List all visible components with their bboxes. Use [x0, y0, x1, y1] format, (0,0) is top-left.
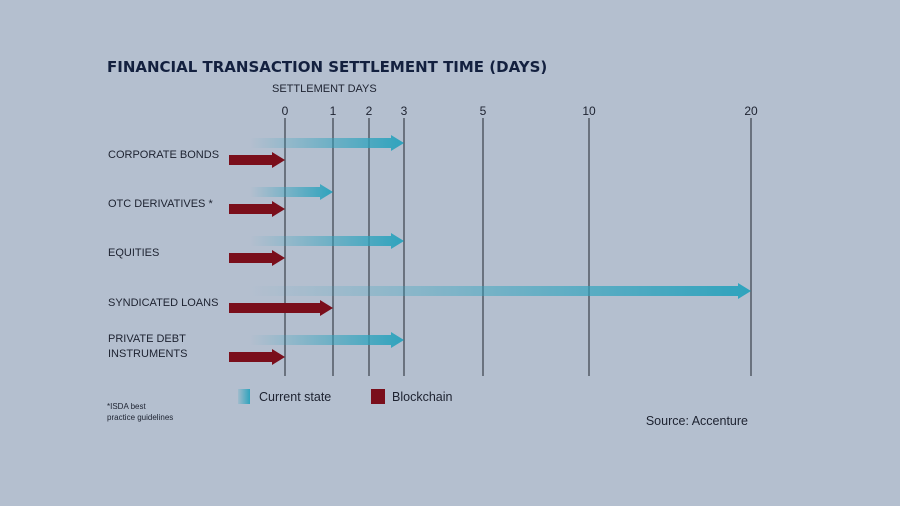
footnote-line-2: practice guidelines: [107, 413, 173, 422]
chart-title: FINANCIAL TRANSACTION SETTLEMENT TIME (D…: [107, 58, 547, 76]
legend: Current state Blockchain: [238, 389, 452, 404]
current-state-arrow: [250, 135, 404, 151]
x-axis-label: SETTLEMENT DAYS: [272, 83, 377, 95]
current-state-arrow: [250, 184, 333, 200]
blockchain-arrow: [229, 250, 285, 266]
legend-swatch-blockchain: [371, 389, 385, 404]
x-tick-label: 10: [582, 104, 596, 118]
current-state-arrow: [250, 283, 751, 299]
category-label: INSTRUMENTS: [108, 348, 187, 360]
category-label: EQUITIES: [108, 247, 159, 259]
category-label: PRIVATE DEBT: [108, 333, 186, 345]
footnote-line-1: *ISDA best: [107, 402, 146, 411]
x-tick-label: 2: [366, 104, 373, 118]
category-label: SYNDICATED LOANS: [108, 297, 218, 309]
legend-label-blockchain: Blockchain: [392, 390, 452, 404]
blockchain-arrow: [229, 152, 285, 168]
legend-swatch-current: [238, 389, 250, 404]
category-label: CORPORATE BONDS: [108, 149, 219, 161]
blockchain-arrow: [229, 349, 285, 365]
x-tick-label: 0: [282, 104, 289, 118]
blockchain-arrow: [229, 201, 285, 217]
current-state-arrow: [250, 233, 404, 249]
x-tick-label: 5: [480, 104, 487, 118]
category-label: OTC DERIVATIVES *: [108, 198, 213, 210]
blockchain-arrow: [229, 300, 333, 316]
current-state-arrow: [250, 332, 404, 348]
x-tick-label: 1: [330, 104, 337, 118]
x-tick-label: 3: [401, 104, 408, 118]
legend-label-current: Current state: [259, 390, 331, 404]
source-note: Source: Accenture: [646, 414, 748, 428]
x-tick-label: 20: [744, 104, 758, 118]
